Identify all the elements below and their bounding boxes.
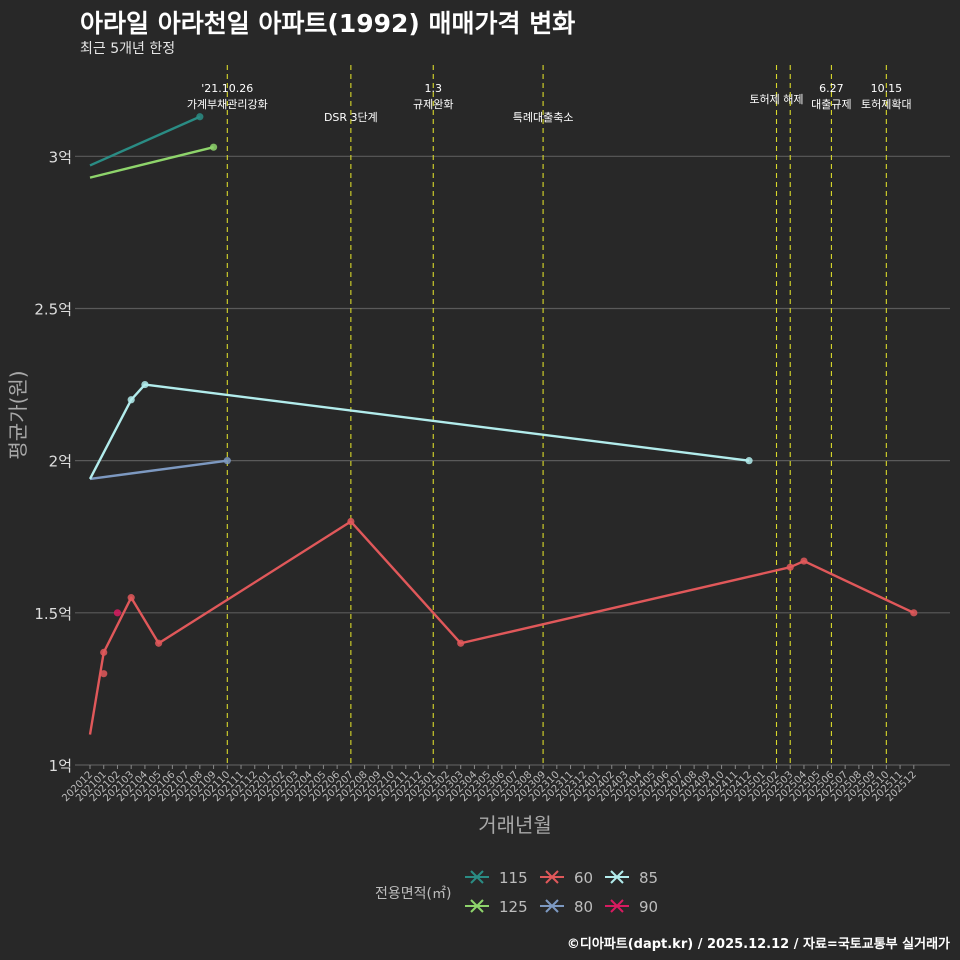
series-line-80: [89, 459, 228, 481]
data-point-115: [196, 113, 204, 121]
chart-title: 아라일 아라천일 아파트(1992) 매매가격 변화: [80, 9, 576, 38]
y-tick-label: 2.5억: [34, 300, 72, 318]
event-label: 10.15: [871, 82, 903, 95]
legend-label-125: 125: [499, 898, 528, 916]
y-tick-label: 1.5억: [34, 605, 72, 623]
grid: [75, 155, 950, 766]
y-tick-label: 1억: [49, 757, 72, 775]
y-axis-title: 평균가(원): [6, 370, 30, 459]
y-tick-label: 3억: [49, 148, 72, 166]
legend-title: 전용면적(㎡): [375, 886, 451, 902]
legend-key-85: [610, 870, 624, 884]
legend-key-80: [545, 899, 559, 913]
event-label: '21.10.26: [201, 82, 253, 95]
chart-subtitle: 최근 5개년 한정: [80, 41, 176, 57]
event-label: 토허제확대: [861, 98, 912, 111]
data-point-85: [127, 396, 135, 404]
data-point-80: [223, 457, 231, 465]
event-label: 6.27: [819, 82, 844, 95]
data-point-90: [113, 609, 122, 617]
event-label: 대출규제: [811, 98, 851, 111]
series-line-85: [88, 383, 750, 480]
legend: 전용면적(㎡) 115 125 60 80 85 90: [375, 869, 658, 916]
legend-key-125: [470, 899, 484, 913]
data-point-60: [457, 639, 465, 647]
legend-label-115: 115: [499, 869, 528, 887]
y-axis: 1억 1.5억 2억 2.5억 3억: [34, 148, 72, 775]
series-layer: [88, 113, 918, 735]
event-label: DSR 3단계: [324, 111, 378, 124]
data-point-60: [100, 670, 108, 678]
event-label: 규제완화: [413, 98, 453, 111]
series-line-125: [89, 146, 214, 179]
event-label: 가계부채관리강화: [187, 98, 268, 111]
source-caption: ©디아파트(dapt.kr) / 2025.12.12 / 자료=국토교통부 실…: [566, 937, 950, 952]
x-axis: 2020122021012021022021032021042021052021…: [60, 765, 919, 804]
legend-label-80: 80: [574, 898, 593, 916]
data-point-60: [100, 648, 108, 656]
legend-key-90: [610, 899, 624, 913]
series-line-115: [89, 115, 201, 167]
y-tick-label: 2억: [49, 453, 72, 471]
data-point-85: [141, 380, 149, 389]
event-label: 토허제 해제: [749, 92, 803, 106]
legend-key-115: [470, 870, 484, 884]
legend-key-60: [545, 870, 559, 884]
x-axis-title: 거래년월: [478, 813, 552, 837]
data-point-125: [209, 143, 218, 151]
legend-label-85: 85: [639, 869, 658, 887]
legend-label-90: 90: [639, 898, 658, 916]
event-label: 1.3: [425, 82, 443, 95]
data-point-60: [786, 563, 794, 571]
data-point-60: [347, 517, 355, 526]
data-point-85: [745, 457, 753, 465]
data-point-60: [127, 594, 135, 602]
data-point-60: [800, 557, 808, 565]
data-point-60: [155, 639, 163, 647]
legend-label-60: 60: [574, 869, 593, 887]
data-point-60: [910, 609, 918, 617]
event-label: 특례대출축소: [513, 111, 574, 124]
